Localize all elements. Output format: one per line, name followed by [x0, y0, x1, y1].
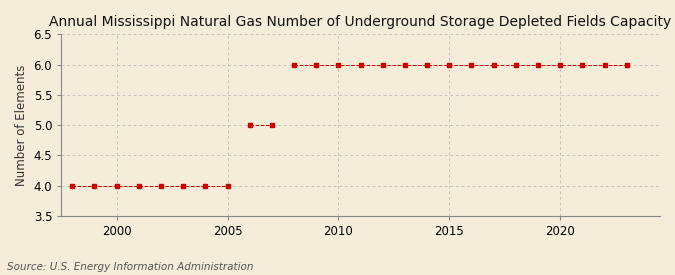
Title: Annual Mississippi Natural Gas Number of Underground Storage Depleted Fields Cap: Annual Mississippi Natural Gas Number of… — [49, 15, 672, 29]
Text: Source: U.S. Energy Information Administration: Source: U.S. Energy Information Administ… — [7, 262, 253, 272]
Y-axis label: Number of Elements: Number of Elements — [15, 64, 28, 186]
